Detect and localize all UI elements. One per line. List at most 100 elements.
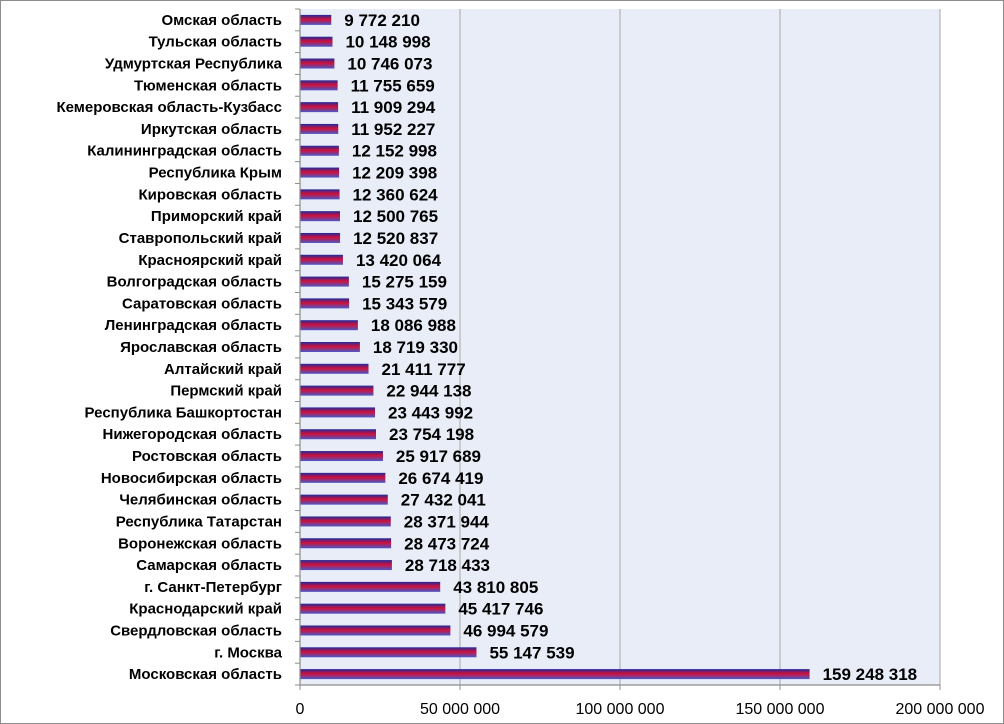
value-label: 22 944 138 <box>386 382 471 401</box>
category-label: г. Санкт-Петербург <box>144 579 282 596</box>
bar <box>300 80 338 91</box>
bar <box>300 429 377 440</box>
value-label: 27 432 041 <box>401 491 486 510</box>
category-label: Ростовская область <box>132 448 282 465</box>
value-label: 23 754 198 <box>389 425 474 444</box>
x-tick-label: 200 000 000 <box>896 701 985 718</box>
bar <box>300 58 335 69</box>
bar <box>300 320 358 331</box>
value-label: 15 275 159 <box>362 273 447 292</box>
value-label: 9 772 210 <box>344 11 420 30</box>
bar <box>300 123 339 134</box>
bar <box>300 603 446 614</box>
category-label: Приморский край <box>151 208 282 225</box>
category-label: Саратовская область <box>122 295 282 312</box>
bar <box>300 298 350 309</box>
value-label: 18 086 988 <box>371 316 456 335</box>
bar <box>300 363 369 374</box>
category-label: Краснодарский край <box>129 601 282 618</box>
bar <box>300 276 349 287</box>
value-label: 26 674 419 <box>398 469 483 488</box>
value-label: 159 248 318 <box>823 665 918 684</box>
x-tick-label: 150 000 000 <box>736 701 825 718</box>
category-label: Республика Крым <box>149 165 282 182</box>
category-label: Свердловская область <box>110 622 282 639</box>
labels: 0 50 000 000 100 000 000 150 000 000 200 000… <box>56 11 984 718</box>
bar <box>300 232 341 243</box>
bar <box>300 538 392 549</box>
value-label: 43 810 805 <box>453 578 538 597</box>
bar <box>300 145 339 156</box>
x-tick-label: 50 000 000 <box>420 701 500 718</box>
value-label: 28 473 724 <box>404 534 490 553</box>
category-label: Красноярский край <box>138 252 282 269</box>
category-label: Иркутская область <box>141 121 282 138</box>
value-label: 21 411 777 <box>382 360 466 379</box>
category-label: Калининградская область <box>87 143 282 160</box>
category-label: Челябинская область <box>119 492 282 509</box>
bar <box>300 407 376 418</box>
bar <box>300 189 340 200</box>
bar <box>300 167 340 178</box>
bar <box>300 102 339 113</box>
category-label: Республика Татарстан <box>116 513 282 530</box>
value-label: 25 917 689 <box>396 447 481 466</box>
x-tick-label: 0 <box>296 701 305 718</box>
bar <box>300 581 441 592</box>
bar <box>300 625 451 636</box>
category-label: Нижегородская область <box>103 426 282 443</box>
value-label: 12 360 624 <box>353 185 439 204</box>
bar <box>300 516 391 527</box>
category-label: Волгоградская область <box>107 274 282 291</box>
value-label: 18 719 330 <box>373 338 458 357</box>
category-label: Омская область <box>161 12 282 29</box>
value-label: 12 520 837 <box>353 229 438 248</box>
bar <box>300 669 810 680</box>
value-label: 10 148 998 <box>345 33 430 52</box>
category-label: Кировская область <box>139 186 283 203</box>
bar <box>300 254 343 265</box>
category-label: Тюменская область <box>134 77 282 94</box>
category-label: Ставропольский край <box>119 230 282 247</box>
category-label: Тульская область <box>149 34 282 51</box>
bar <box>300 560 392 571</box>
value-label: 28 718 433 <box>405 556 490 575</box>
value-label: 46 994 579 <box>463 621 548 640</box>
value-label: 13 420 064 <box>356 251 442 270</box>
bar <box>300 36 333 47</box>
value-label: 45 417 746 <box>458 600 543 619</box>
bar <box>300 494 388 505</box>
value-label: 12 152 998 <box>352 142 437 161</box>
category-label: Воронежская область <box>118 535 282 552</box>
bar <box>300 342 360 352</box>
category-label: Новосибирская область <box>101 470 282 487</box>
value-label: 12 500 765 <box>353 207 438 226</box>
value-label: 11 755 659 <box>351 76 435 95</box>
value-label: 23 443 992 <box>388 403 473 422</box>
x-tick-label: 100 000 000 <box>576 701 665 718</box>
category-label: Самарская область <box>136 557 282 574</box>
category-label: Алтайский край <box>164 361 282 378</box>
value-label: 55 147 539 <box>489 643 574 662</box>
category-label: Пермский край <box>170 383 282 400</box>
value-label: 12 209 398 <box>352 164 437 183</box>
category-label: Московская область <box>129 666 282 683</box>
bars <box>300 14 810 680</box>
bar <box>300 472 386 483</box>
value-label: 15 343 579 <box>362 294 447 313</box>
bar <box>300 647 477 658</box>
category-label: Ярославская область <box>120 339 282 356</box>
category-label: г. Москва <box>214 644 282 661</box>
gridlines <box>459 9 941 685</box>
value-label: 28 371 944 <box>404 512 490 531</box>
bar <box>300 451 383 462</box>
bar <box>300 385 374 396</box>
bar <box>300 211 341 222</box>
axes <box>295 8 941 690</box>
category-label: Республика Башкортостан <box>85 404 282 421</box>
category-label: Кемеровская область-Кузбасс <box>56 99 282 116</box>
bar <box>300 14 332 25</box>
value-label: 10 746 073 <box>347 55 432 74</box>
